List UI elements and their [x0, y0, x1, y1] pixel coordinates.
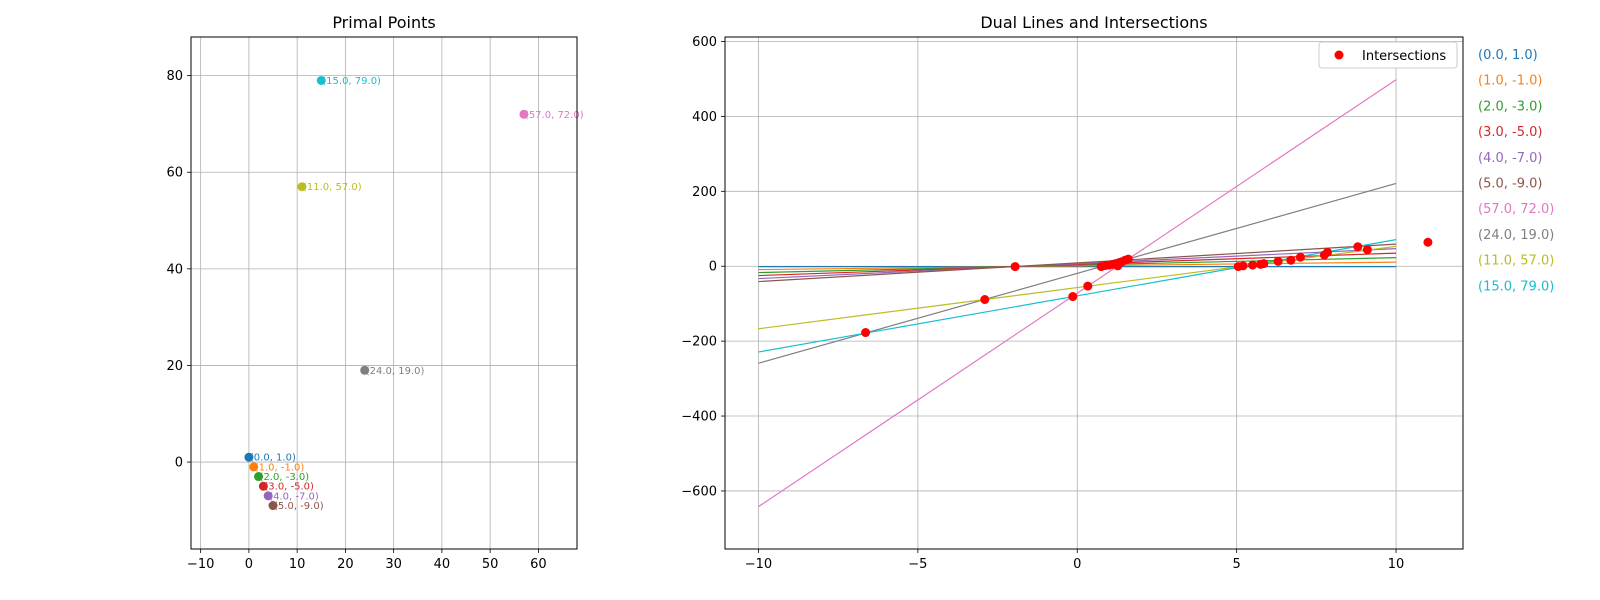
- intersection-point: [1259, 259, 1269, 269]
- intersection-point: [1010, 262, 1020, 272]
- primal-point: [360, 365, 370, 375]
- y-tick-label: 40: [166, 262, 183, 277]
- legend-label: Intersections: [1362, 49, 1446, 64]
- x-tick-label: −10: [745, 557, 772, 572]
- intersection-point: [1083, 281, 1093, 291]
- y-tick-label: −600: [681, 484, 717, 499]
- dual-line-side-label: (57.0, 72.0): [1478, 202, 1554, 217]
- dual-line-side-labels: (0.0, 1.0) (1.0, -1.0) (2.0, -3.0) (3.0, -5…: [1478, 48, 1554, 294]
- dual-line-side-label: (11.0, 57.0): [1478, 254, 1554, 269]
- intersection-point: [861, 328, 871, 338]
- dual-line-side-label: (0.0, 1.0): [1478, 48, 1538, 63]
- intersection-point: [1068, 292, 1078, 302]
- primal-point: [244, 452, 254, 462]
- intersection-point: [1362, 245, 1372, 255]
- y-tick-label: −200: [681, 335, 717, 350]
- y-tick-label: 60: [166, 166, 183, 181]
- intersection-point: [1273, 256, 1283, 266]
- intersection-point: [1353, 242, 1363, 252]
- primal-point-label: (0.0, 1.0): [250, 453, 296, 464]
- dual-lines-panel: Dual Lines and Intersections −10 −5 0 5 10 −6…: [681, 13, 1554, 572]
- intersection-point: [1323, 247, 1333, 257]
- y-tick-label: 600: [692, 35, 717, 50]
- dual-line-side-label: (4.0, -7.0): [1478, 151, 1542, 166]
- primal-point-label: (5.0, -9.0): [274, 501, 324, 512]
- primal-point: [268, 501, 278, 511]
- primal-axes-frame: [190, 36, 578, 550]
- legend: Intersections: [1318, 41, 1458, 69]
- legend-marker: [1334, 50, 1344, 60]
- y-tick-label: 400: [692, 110, 717, 125]
- primal-grid: [191, 37, 577, 549]
- primal-point-label: (1.0, -1.0): [255, 462, 305, 473]
- dual-line-side-label: (15.0, 79.0): [1478, 279, 1554, 294]
- y-tick-label: 0: [175, 456, 183, 471]
- primal-point: [316, 75, 326, 85]
- y-tick-label: 200: [692, 185, 717, 200]
- x-tick-label: 0: [245, 557, 253, 572]
- dual-line-side-label: (5.0, -9.0): [1478, 177, 1542, 192]
- primal-points-title: Primal Points: [332, 13, 435, 32]
- x-tick-label: 10: [1388, 557, 1405, 572]
- x-tick-label: 20: [337, 557, 354, 572]
- dual-ticks: −10 −5 0 5 10 −600 −400 −200 0 200 400 600: [681, 35, 1404, 572]
- primal-ticks: −10 0 10 20 30 40 50 60 0 20 40 60 80: [166, 69, 546, 572]
- primal-point: [263, 491, 273, 501]
- intersection-points: [861, 237, 1433, 338]
- y-tick-label: 80: [166, 69, 183, 84]
- y-tick-label: −400: [681, 410, 717, 425]
- intersection-point: [980, 295, 990, 305]
- primal-point: [258, 481, 268, 491]
- x-tick-label: 40: [434, 557, 451, 572]
- x-tick-label: 0: [1073, 557, 1081, 572]
- primal-point-label: (4.0, -7.0): [269, 491, 319, 502]
- primal-point-label: (15.0, 79.0): [322, 76, 381, 87]
- intersection-point: [1286, 255, 1296, 265]
- intersection-point: [1423, 237, 1433, 247]
- dual-line: [758, 248, 1397, 280]
- intersection-point: [1295, 252, 1305, 262]
- primal-point-label: (3.0, -5.0): [264, 482, 314, 493]
- x-tick-label: 10: [289, 557, 306, 572]
- intersection-point: [1238, 261, 1248, 271]
- dual-lines-title: Dual Lines and Intersections: [980, 13, 1207, 32]
- primal-point-label: (2.0, -3.0): [260, 472, 310, 483]
- legend-box: [1318, 41, 1458, 69]
- dual-axes-frame: [724, 36, 1464, 550]
- x-tick-label: 5: [1233, 557, 1241, 572]
- primal-point-label: (24.0, 19.0): [366, 366, 425, 377]
- x-tick-label: −5: [908, 557, 927, 572]
- primal-point-label: (11.0, 57.0): [303, 182, 362, 193]
- x-tick-label: 50: [482, 557, 499, 572]
- dual-line-side-label: (3.0, -5.0): [1478, 125, 1542, 140]
- primal-point: [519, 109, 529, 119]
- intersection-point: [1248, 260, 1258, 270]
- y-tick-label: 20: [166, 359, 183, 374]
- primal-points-panel: Primal Points −10 0 10 20 30 40 50 60020406080 …: [166, 13, 583, 572]
- dual-line-side-label: (1.0, -1.0): [1478, 74, 1542, 89]
- primal-point: [254, 472, 264, 482]
- dual-line-side-label: (2.0, -3.0): [1478, 99, 1542, 114]
- dual-line: [758, 243, 1397, 283]
- x-tick-label: 60: [530, 557, 547, 572]
- primal-points: (0.0, 1.0)(1.0, -1.0)(2.0, -3.0)(3.0, -5…: [244, 75, 584, 512]
- dual-line-side-label: (24.0, 19.0): [1478, 228, 1554, 243]
- primal-point-label: (57.0, 72.0): [525, 110, 584, 121]
- primal-point: [249, 462, 259, 472]
- intersection-point: [1123, 254, 1133, 264]
- dual-line: [758, 79, 1397, 508]
- x-tick-label: −10: [187, 557, 214, 572]
- y-tick-label: 0: [709, 260, 717, 275]
- primal-point: [297, 182, 307, 192]
- x-tick-label: 30: [385, 557, 402, 572]
